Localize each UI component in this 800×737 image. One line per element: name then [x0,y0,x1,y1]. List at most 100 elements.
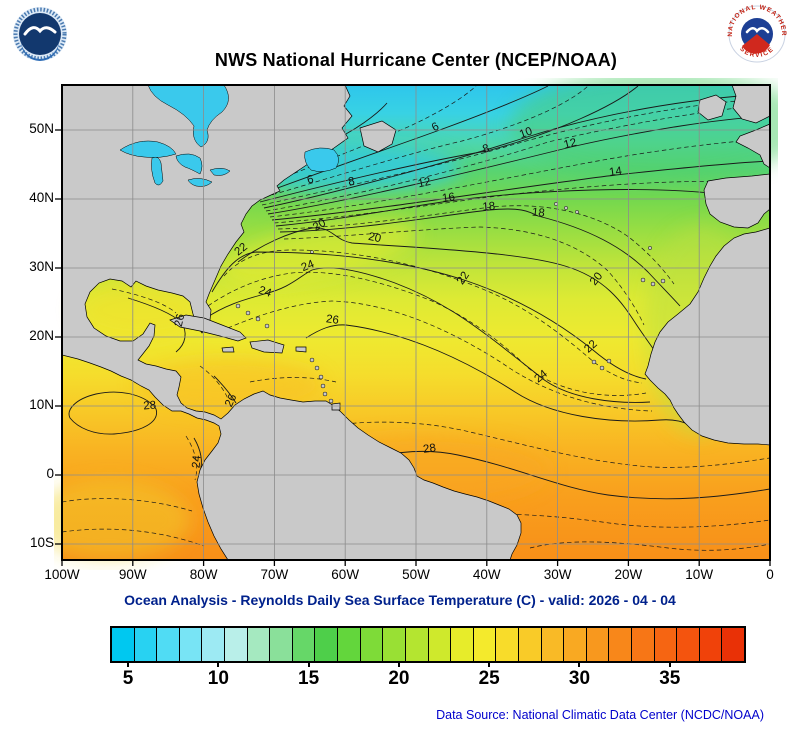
land-puerto-rico [295,346,307,353]
colorbar-segment [585,628,609,661]
isotherm-label: 20 [311,217,328,234]
landmasses [61,84,771,561]
colorbar [110,626,746,663]
colorbar-segment [291,628,315,661]
colorbar-segment [112,628,134,661]
colorbar-segment [676,628,699,661]
isotherm-label: 18 [531,206,545,219]
lat-label: 10N [29,397,54,412]
isotherm-label: 12 [563,137,578,152]
isotherm-label: 22 [455,270,472,287]
isotherm-label: 28 [143,399,157,412]
colorbar-segment [563,628,586,661]
isotherm-label: 24 [257,284,273,300]
colorbar-segment [653,628,677,661]
lake-michigan [151,156,164,186]
data-source-footer: Data Source: National Climatic Data Cent… [436,708,764,722]
lat-label: 0 [46,466,54,481]
isotherm-label: 26 [173,313,187,328]
isotherm-label: 10 [518,125,534,141]
colorbar-segment [201,628,225,661]
lat-label: 30N [29,259,54,274]
colorbar-segment [540,628,564,661]
colorbar-segment [224,628,247,661]
colorbar-segment [246,628,270,661]
land-newfoundland [359,120,397,153]
noaa-logo [13,7,67,61]
lakes-and-bays [119,84,339,187]
land-iberia [703,173,771,229]
lake-superior [119,140,177,158]
nws-gull-icon [745,27,770,34]
nws-logo: NATIONAL WEATHER SERVICE [727,4,786,63]
land-trinidad [331,402,341,411]
colorbar-tick-label: 15 [298,668,320,689]
isotherm-label: 24 [300,258,317,274]
lake-huron [175,153,203,175]
isotherm-label: 6 [306,174,315,187]
colorbar-tick-label: 10 [207,668,229,689]
colorbar-tick-label: 25 [478,668,500,689]
isotherm-label: 8 [347,176,355,189]
lat-label: 20N [29,328,54,343]
land-cuba [169,314,247,342]
isotherm-label: 18 [482,201,496,214]
colorbar-tick-label: 5 [122,668,134,689]
noaa-logo-ring-text [13,7,67,61]
colorbar-segment [472,628,496,661]
isotherm-label: 6 [430,121,441,135]
lake-erie [187,178,213,187]
isotherm-label: 26 [325,313,339,327]
lat-label: 10S [29,535,54,550]
small-islands [235,202,666,404]
isotherm-label: 14 [608,165,623,179]
colorbar-segment [608,628,632,661]
land-france [735,123,771,169]
colorbar-segment [337,628,360,661]
lat-label: 50N [29,121,54,136]
land-africa [644,227,771,446]
colorbar-segment [427,628,451,661]
colorbar-segment [721,628,745,661]
lat-label: 40N [29,190,54,205]
colorbar-segment [156,628,179,661]
colorbar-segment [631,628,654,661]
isotherm-label: 12 [417,176,432,190]
graticule [62,85,770,560]
colorbar-segment [269,628,292,661]
isotherm-label: 26 [223,392,239,409]
isotherm-label: 28 [422,442,436,456]
isotherm-label: 24 [190,454,203,468]
colorbar-segment [450,628,473,661]
colorbar-tick-label: 35 [659,668,681,689]
colorbar-segment [495,628,518,661]
colorbar-segment [359,628,383,661]
colorbar-segment [404,628,428,661]
colorbar-tick-label: 30 [568,668,591,689]
colorbar-segment [314,628,338,661]
colorbar-segment [133,628,157,661]
land-ireland [697,94,727,121]
analysis-caption: Ocean Analysis - Reynolds Daily Sea Surf… [124,592,676,608]
noaa-gull-icon [23,26,57,36]
lake-ontario [209,168,231,176]
land-americas [61,84,522,561]
colorbar-segment [178,628,202,661]
isotherms-dashed [61,85,771,551]
colorbar-tick-label: 20 [388,668,410,689]
colorbar-segment [517,628,541,661]
isotherm-label: 20 [367,231,382,245]
isotherm-label: 16 [441,191,455,205]
gulf-of-st-lawrence [304,147,339,172]
land-hispaniola [249,339,285,354]
colorbar-segment [698,628,722,661]
isotherm-label: 8 [481,142,491,155]
noaa-logo-disc [19,13,61,55]
colorbar-segment [382,628,405,661]
hudson-bay [147,84,229,148]
land-jamaica [221,346,235,353]
nws-logo-red-wedge [742,34,770,54]
page-title: NWS National Hurricane Center (NCEP/NOAA… [214,50,618,70]
